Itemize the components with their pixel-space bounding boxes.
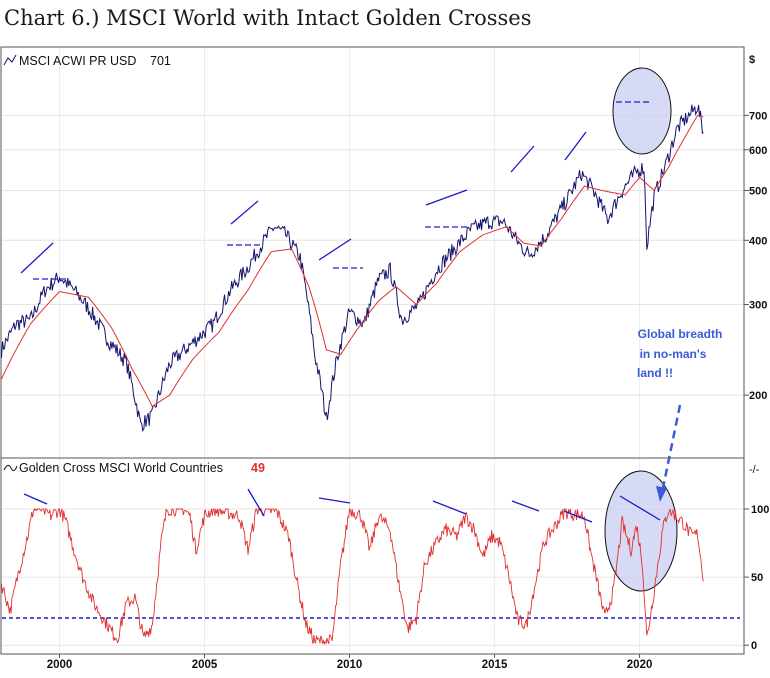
highlight-circle-top <box>612 67 672 155</box>
y-tick-label: 200 <box>749 390 767 402</box>
y-tick-label: 600 <box>749 145 767 157</box>
breadth-annotation: Global breadth in no-man's land !! <box>637 327 722 380</box>
bottom-legend-label: Golden Cross MSCI World Countries <box>19 461 223 475</box>
x-tick-label: 2015 <box>482 659 508 671</box>
annotation-line-1: Global breadth <box>638 327 723 341</box>
bottom-trend-lines <box>23 488 661 523</box>
y-tick-label: 300 <box>749 300 767 312</box>
x-tick-label: 2000 <box>47 659 73 671</box>
x-axis: 2000 2005 2010 2015 2020 <box>47 654 653 671</box>
y-tick-label: 400 <box>749 235 767 247</box>
trend-line <box>247 488 265 517</box>
x-tick-label: 2005 <box>192 659 218 671</box>
top-legend-value: 701 <box>150 54 171 68</box>
line-series-icon <box>3 54 17 66</box>
bottom-axis-unit: -/- <box>749 464 760 476</box>
top-trend-lines <box>20 131 587 274</box>
trend-line <box>563 510 593 523</box>
y-tick-label: 700 <box>749 110 767 122</box>
y-tick-label: 100 <box>751 504 769 516</box>
top-axis-unit: $ <box>749 54 755 66</box>
y-tick-label: 0 <box>751 640 757 652</box>
trend-line <box>20 242 54 274</box>
trend-line <box>510 145 535 173</box>
top-support-levels <box>33 101 651 280</box>
annotation-arrow-head <box>656 486 667 502</box>
top-legend: MSCI ACWI PR USD 701 <box>3 54 171 68</box>
top-y-axis: 200 300 400 500 600 700 <box>744 110 767 402</box>
y-tick-label: 500 <box>749 185 767 197</box>
chart-frame <box>0 46 745 655</box>
wave-series-icon <box>3 464 18 472</box>
trend-line <box>318 238 352 261</box>
golden-cross-breadth-line <box>1 507 704 646</box>
bottom-legend: Golden Cross MSCI World Countries 49 <box>3 461 265 475</box>
top-legend-label: MSCI ACWI PR USD <box>19 54 136 68</box>
bottom-y-axis: 0 50 100 <box>744 504 769 652</box>
trend-line <box>432 500 467 515</box>
msci-acwi-moving-average-line <box>1 114 704 408</box>
annotation-arrow-shaft <box>661 404 682 489</box>
chart-title: Chart 6.) MSCI World with Intact Golden … <box>4 6 532 30</box>
trend-line <box>511 500 540 512</box>
x-tick-label: 2020 <box>627 659 653 671</box>
trend-line <box>425 189 468 206</box>
trend-line <box>230 200 259 225</box>
annotation-line-3: land !! <box>637 366 673 380</box>
trend-line <box>23 493 48 505</box>
x-tick-label: 2010 <box>337 659 363 671</box>
trend-line <box>564 131 587 161</box>
msci-acwi-price-line <box>1 104 704 433</box>
annotation-line-2: in no-man's <box>640 347 707 361</box>
highlight-circle-bottom <box>604 470 678 592</box>
y-tick-label: 50 <box>751 572 763 584</box>
trend-line <box>318 497 351 504</box>
bottom-legend-value: 49 <box>251 461 265 475</box>
trend-line <box>619 495 661 521</box>
